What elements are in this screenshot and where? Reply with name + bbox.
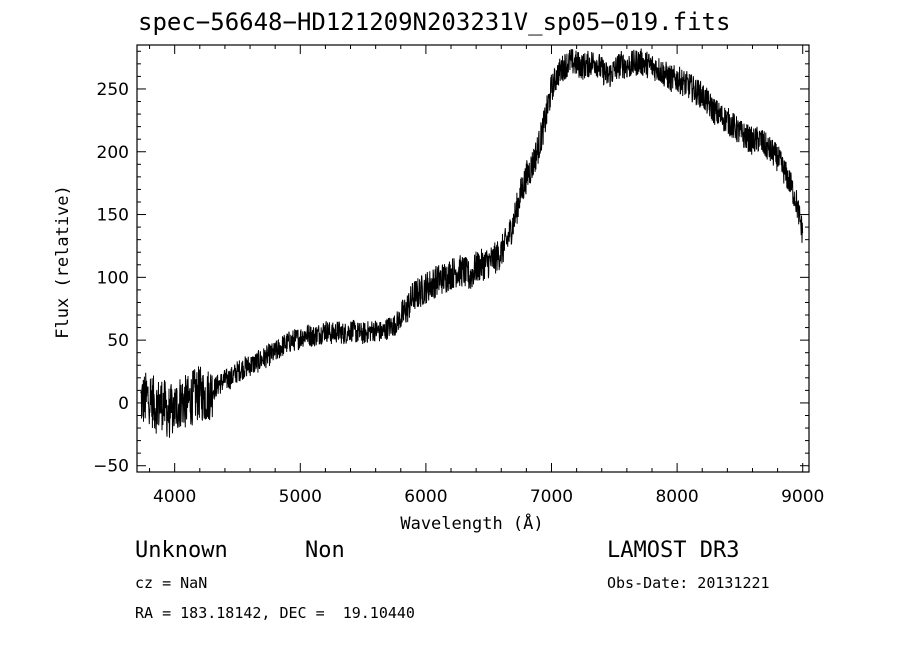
x-tick-label: 9000 [781, 487, 824, 507]
y-tick-label: −50 [93, 457, 129, 477]
y-tick-label: 150 [97, 206, 129, 226]
cz-value: cz = NaN [135, 574, 208, 592]
y-tick-label: 50 [107, 331, 129, 351]
x-tick-label: 4000 [153, 487, 196, 507]
x-tick-label: 7000 [530, 487, 573, 507]
x-tick-label: 5000 [279, 487, 322, 507]
x-tick-label: 6000 [404, 487, 447, 507]
plot-frame [136, 44, 810, 473]
spectrum-line [140, 48, 804, 438]
x-axis-label: Wavelength (Å) [400, 512, 543, 534]
survey-label: LAMOST DR3 [607, 538, 740, 563]
y-tick-label: 100 [97, 268, 129, 288]
obs-date: Obs-Date: 20131221 [607, 574, 770, 592]
y-tick-label: 250 [97, 80, 129, 100]
y-tick-label: 0 [118, 394, 129, 414]
class-label: Unknown [135, 538, 228, 563]
subclass-label: Non [305, 538, 345, 563]
y-tick-label: 200 [97, 143, 129, 163]
y-axis-label: Flux (relative) [53, 185, 73, 339]
x-tick-label: 8000 [655, 487, 698, 507]
coordinates: RA = 183.18142, DEC = 19.10440 [135, 604, 415, 622]
chart-title: spec−56648−HD121209N203231V_sp05−019.fit… [138, 8, 731, 36]
